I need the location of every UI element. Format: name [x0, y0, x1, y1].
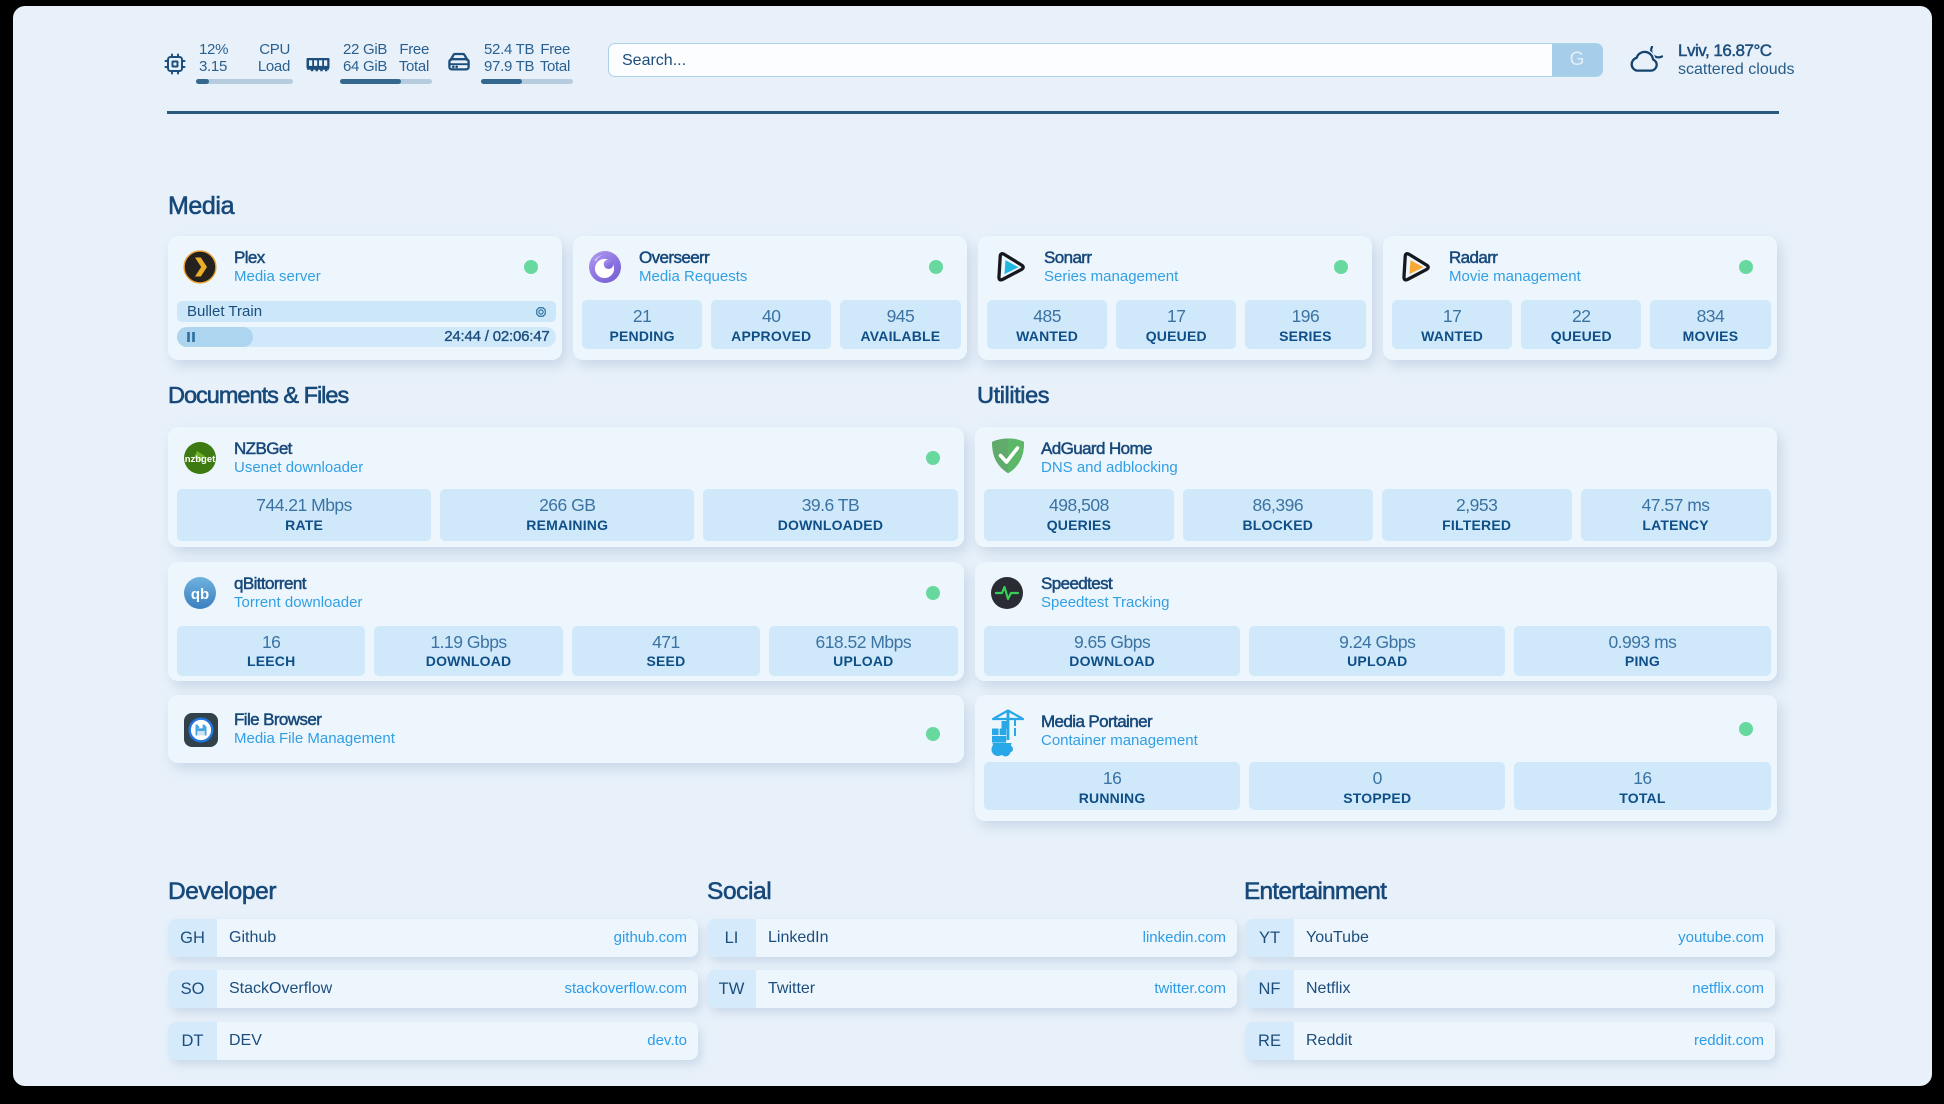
svg-text:qb: qb	[191, 586, 209, 603]
svg-text:nzbget: nzbget	[185, 454, 216, 465]
